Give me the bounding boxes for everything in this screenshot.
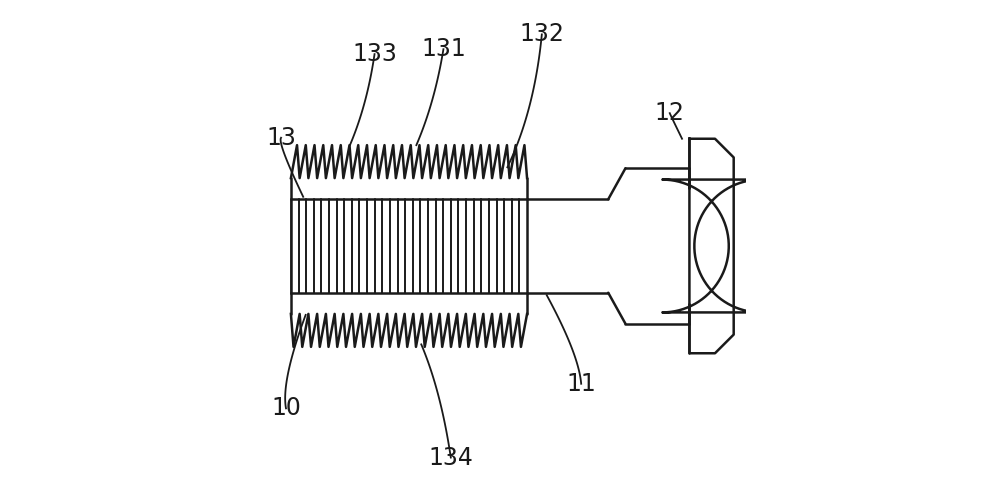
Text: 132: 132 bbox=[519, 23, 564, 46]
Text: 134: 134 bbox=[428, 446, 473, 469]
Text: 11: 11 bbox=[566, 372, 596, 396]
Text: 10: 10 bbox=[271, 397, 301, 420]
Bar bbox=[291, 199, 527, 293]
Text: 133: 133 bbox=[352, 42, 397, 66]
Text: 12: 12 bbox=[655, 101, 685, 125]
Text: 131: 131 bbox=[421, 37, 466, 61]
Text: 13: 13 bbox=[266, 126, 296, 150]
